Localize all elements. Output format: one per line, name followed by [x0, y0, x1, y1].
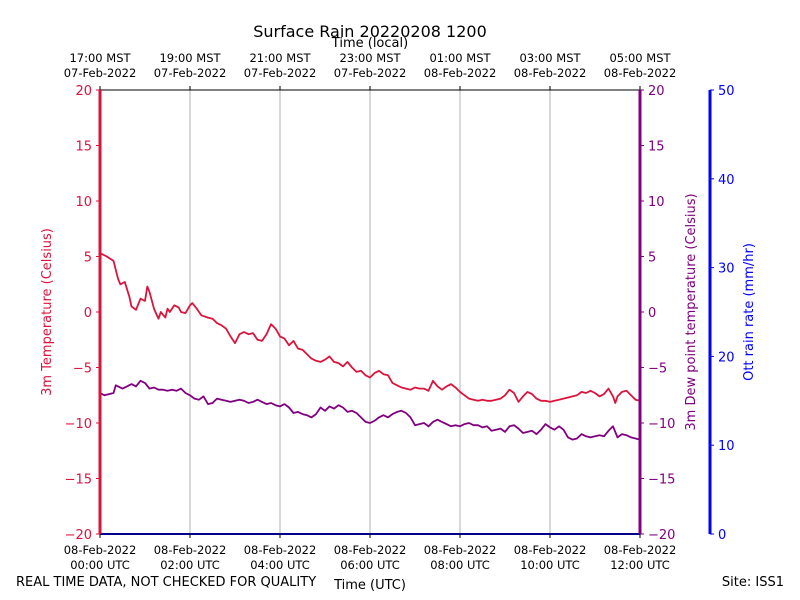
rain-tick-label: 0	[718, 528, 726, 543]
utc-tick-date: 08-Feb-2022	[244, 543, 317, 557]
utc-tick-date: 08-Feb-2022	[154, 543, 227, 557]
local-tick-time: 03:00 MST	[519, 51, 581, 65]
quality-disclaimer: REAL TIME DATA, NOT CHECKED FOR QUALITY	[16, 575, 317, 590]
local-tick-date: 07-Feb-2022	[154, 66, 227, 80]
utc-tick-time: 04:00 UTC	[250, 558, 310, 572]
x-axis-label: Time (UTC)	[333, 578, 406, 593]
rain-tick-label: 50	[718, 84, 735, 99]
local-tick-time: 01:00 MST	[429, 51, 491, 65]
temp-tick-label: 10	[75, 195, 92, 210]
local-tick-date: 07-Feb-2022	[244, 66, 317, 80]
temp-tick-label: 0	[84, 306, 92, 321]
utc-tick-time: 12:00 UTC	[610, 558, 670, 572]
y-axis-label-temperature: 3m Temperature (Celsius)	[40, 228, 55, 396]
dewpoint-tick-label: 5	[648, 251, 656, 266]
local-tick-date: 08-Feb-2022	[514, 66, 587, 80]
local-tick-time: 05:00 MST	[609, 51, 671, 65]
dewpoint-tick-label: −10	[648, 417, 675, 432]
local-tick-date: 08-Feb-2022	[424, 66, 497, 80]
local-tick-time: 21:00 MST	[249, 51, 311, 65]
rain-tick-label: 20	[718, 350, 735, 365]
utc-tick-time: 06:00 UTC	[340, 558, 400, 572]
local-tick-date: 08-Feb-2022	[604, 66, 677, 80]
temperature-line	[99, 252, 641, 404]
utc-tick-time: 02:00 UTC	[160, 558, 220, 572]
dewpoint-line	[99, 379, 641, 441]
utc-tick-date: 08-Feb-2022	[64, 543, 137, 557]
dewpoint-tick-label: 20	[648, 84, 665, 99]
temp-tick-label: −5	[73, 362, 92, 377]
utc-tick-date: 08-Feb-2022	[424, 543, 497, 557]
dewpoint-tick-label: 10	[648, 195, 665, 210]
utc-tick-time: 10:00 UTC	[520, 558, 580, 572]
temp-tick-label: 15	[75, 140, 92, 155]
utc-tick-date: 08-Feb-2022	[334, 543, 407, 557]
local-tick-time: 17:00 MST	[69, 51, 131, 65]
rain-tick-label: 30	[718, 262, 735, 277]
utc-tick-time: 00:00 UTC	[70, 558, 130, 572]
local-tick-date: 07-Feb-2022	[64, 66, 137, 80]
temp-tick-label: 5	[84, 251, 92, 266]
utc-tick-time: 08:00 UTC	[430, 558, 490, 572]
y-axis-label-rain: Ott rain rate (mm/hr)	[742, 243, 757, 381]
dewpoint-tick-label: −15	[648, 473, 675, 488]
rain-tick-label: 40	[718, 173, 735, 188]
dewpoint-tick-label: 15	[648, 140, 665, 155]
temp-tick-label: 20	[75, 84, 92, 99]
temp-tick-label: −20	[65, 528, 92, 543]
site-label: Site: ISS1	[721, 575, 784, 590]
y-axis-label-dewpoint: 3m Dew point temperature (Celsius)	[684, 193, 699, 430]
local-tick-time: 23:00 MST	[339, 51, 401, 65]
chart-title: Surface Rain 20220208 1200	[253, 22, 487, 41]
dewpoint-tick-label: −20	[648, 528, 675, 543]
dewpoint-tick-label: −5	[648, 362, 667, 377]
rain-tick-label: 10	[718, 439, 735, 454]
dewpoint-tick-label: 0	[648, 306, 656, 321]
utc-tick-date: 08-Feb-2022	[604, 543, 677, 557]
series-layer	[99, 252, 641, 441]
temp-tick-label: −10	[65, 417, 92, 432]
temp-tick-label: −15	[65, 473, 92, 488]
top-axis-label: Time (local)	[331, 36, 408, 51]
local-tick-date: 07-Feb-2022	[334, 66, 407, 80]
local-tick-time: 19:00 MST	[159, 51, 221, 65]
utc-tick-date: 08-Feb-2022	[514, 543, 587, 557]
